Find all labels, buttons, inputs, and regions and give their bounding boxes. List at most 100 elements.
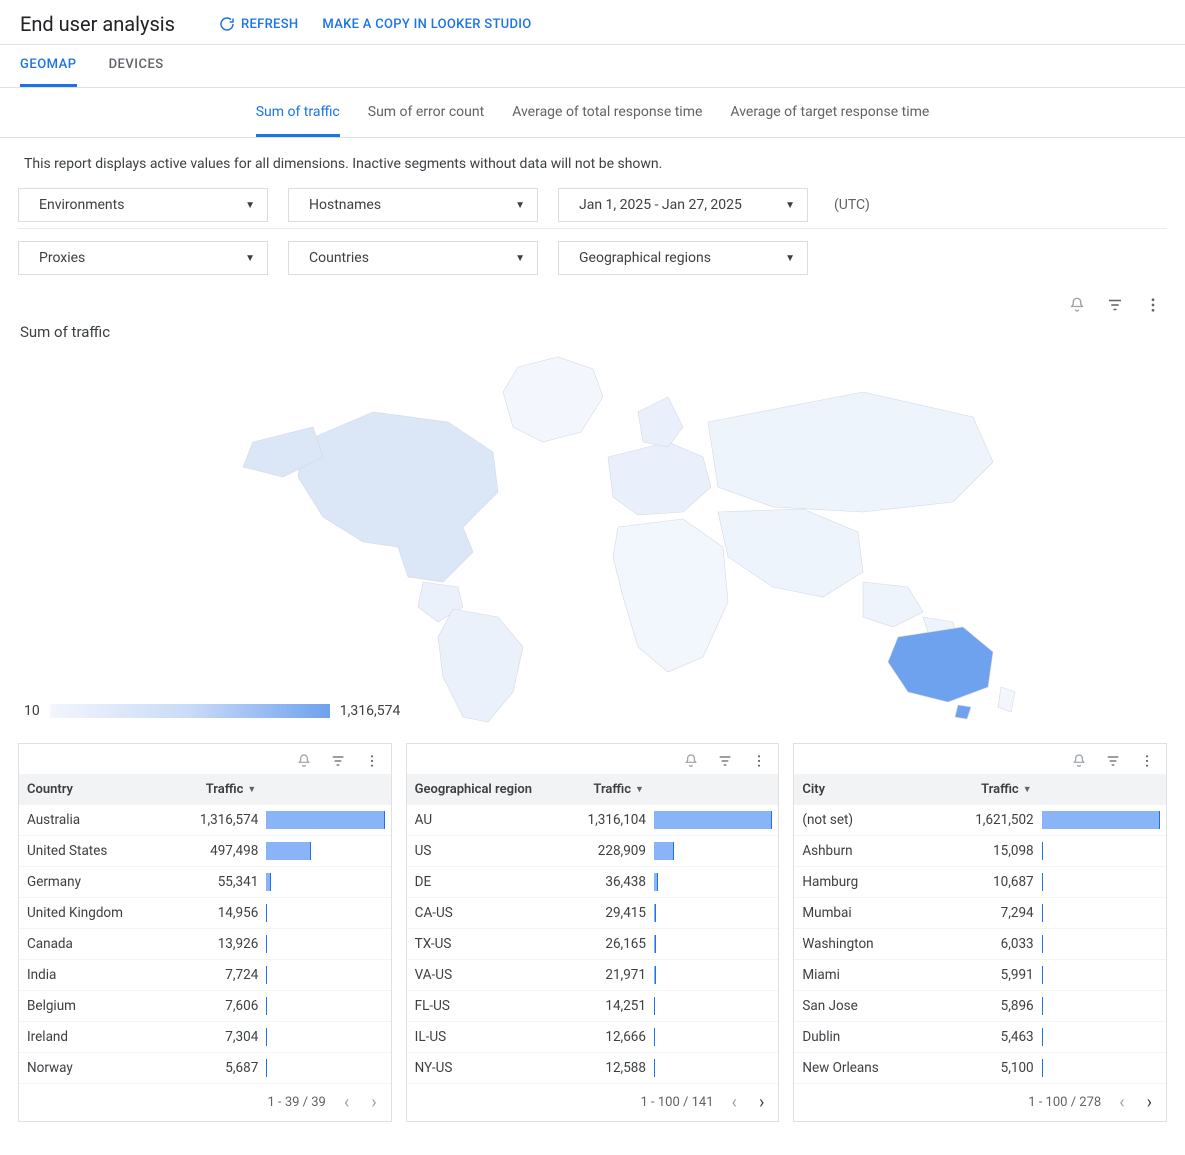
table-row[interactable]: Australia1,316,574	[19, 805, 391, 836]
column-metric[interactable]: Traffic▼	[570, 774, 652, 805]
world-map-svg	[163, 347, 1023, 727]
cell-metric: 26,165	[570, 929, 652, 959]
column-dimension[interactable]: Geographical region	[407, 774, 571, 805]
tab-devices[interactable]: DEVICES	[109, 45, 164, 87]
table-row[interactable]: New Orleans5,100	[794, 1053, 1166, 1084]
table-row[interactable]: Belgium7,606	[19, 991, 391, 1022]
filter-environments-label: Environments	[39, 197, 124, 213]
sort-desc-icon: ▼	[247, 784, 256, 795]
filter-icon[interactable]	[716, 752, 734, 770]
table-row[interactable]: Dublin5,463	[794, 1022, 1166, 1053]
pager-range: 1 - 100 / 278	[1028, 1095, 1101, 1110]
table-row[interactable]: Mumbai7,294	[794, 898, 1166, 929]
cell-bar	[652, 931, 778, 957]
table-row[interactable]: Washington6,033	[794, 929, 1166, 960]
table-row[interactable]: Hamburg10,687	[794, 867, 1166, 898]
table-row[interactable]: United Kingdom14,956	[19, 898, 391, 929]
cell-dimension: India	[19, 960, 183, 990]
more-vert-icon[interactable]	[750, 752, 768, 770]
pager-next[interactable]: ›	[1143, 1092, 1156, 1113]
report-note: This report displays active values for a…	[0, 138, 1185, 182]
looker-copy-button[interactable]: MAKE A COPY IN LOOKER STUDIO	[322, 17, 531, 32]
table-row[interactable]: San Jose5,896	[794, 991, 1166, 1022]
pager-prev[interactable]: ‹	[728, 1092, 741, 1113]
tables-row: CountryTraffic▼Australia1,316,574United …	[0, 729, 1185, 1142]
pager-next[interactable]: ›	[367, 1092, 380, 1113]
cell-bar	[264, 1055, 390, 1081]
tab-sum-errors[interactable]: Sum of error count	[368, 88, 484, 137]
filter-hostnames[interactable]: Hostnames ▼	[288, 188, 538, 222]
bell-icon[interactable]	[1070, 752, 1088, 770]
cell-metric: 14,956	[183, 898, 265, 928]
filter-daterange[interactable]: Jan 1, 2025 - Jan 27, 2025 ▼	[558, 188, 808, 222]
table-head: CityTraffic▼	[794, 774, 1166, 805]
bell-icon[interactable]	[295, 752, 313, 770]
cell-bar	[264, 838, 390, 864]
tab-avg-target-rt[interactable]: Average of target response time	[730, 88, 929, 137]
bell-icon[interactable]	[682, 752, 700, 770]
cell-bar	[652, 962, 778, 988]
cell-dimension: VA-US	[407, 960, 571, 990]
filter-icon[interactable]	[1104, 752, 1122, 770]
table-row[interactable]: US228,909	[407, 836, 779, 867]
cell-metric: 7,304	[183, 1022, 265, 1052]
tab-avg-total-rt[interactable]: Average of total response time	[512, 88, 702, 137]
tab-sum-traffic[interactable]: Sum of traffic	[256, 88, 340, 137]
cell-metric: 29,415	[570, 898, 652, 928]
table-row[interactable]: VA-US21,971	[407, 960, 779, 991]
refresh-icon	[219, 16, 235, 32]
more-vert-icon[interactable]	[1143, 295, 1163, 315]
bell-icon[interactable]	[1067, 295, 1087, 315]
chevron-down-icon: ▼	[245, 200, 255, 211]
column-metric[interactable]: Traffic▼	[183, 774, 265, 805]
cell-bar	[1040, 807, 1166, 833]
filter-icon[interactable]	[1105, 295, 1125, 315]
column-dimension[interactable]: Country	[19, 774, 183, 805]
filter-countries-label: Countries	[309, 250, 369, 266]
pager-prev[interactable]: ‹	[340, 1092, 353, 1113]
table-row[interactable]: FL-US14,251	[407, 991, 779, 1022]
table-row[interactable]: TX-US26,165	[407, 929, 779, 960]
cell-metric: 1,316,574	[183, 805, 265, 835]
refresh-button[interactable]: REFRESH	[219, 16, 298, 32]
table-row[interactable]: Canada13,926	[19, 929, 391, 960]
filter-geo-regions[interactable]: Geographical regions ▼	[558, 241, 808, 275]
chevron-down-icon: ▼	[785, 200, 795, 211]
filter-proxies[interactable]: Proxies ▼	[18, 241, 268, 275]
table-row[interactable]: India7,724	[19, 960, 391, 991]
filter-hostnames-label: Hostnames	[309, 197, 381, 213]
cell-dimension: Ashburn	[794, 836, 958, 866]
primary-tabs: GEOMAP DEVICES	[0, 45, 1185, 88]
cell-dimension: DE	[407, 867, 571, 897]
chevron-down-icon: ▼	[515, 253, 525, 264]
table-row[interactable]: IL-US12,666	[407, 1022, 779, 1053]
map-toolbar	[0, 289, 1185, 315]
more-vert-icon[interactable]	[363, 752, 381, 770]
table-row[interactable]: United States497,498	[19, 836, 391, 867]
more-vert-icon[interactable]	[1138, 752, 1156, 770]
table-row[interactable]: NY-US12,588	[407, 1053, 779, 1084]
pager-next[interactable]: ›	[755, 1092, 768, 1113]
column-dimension[interactable]: City	[794, 774, 958, 805]
geo-map[interactable]	[0, 347, 1185, 739]
tab-geomap[interactable]: GEOMAP	[20, 45, 77, 87]
filter-icon[interactable]	[329, 752, 347, 770]
pager-prev[interactable]: ‹	[1115, 1092, 1128, 1113]
column-metric[interactable]: Traffic▼	[958, 774, 1040, 805]
cell-bar	[1040, 1055, 1166, 1081]
table-row[interactable]: Miami5,991	[794, 960, 1166, 991]
cell-bar	[652, 869, 778, 895]
table-row[interactable]: Norway5,687	[19, 1053, 391, 1084]
table-row[interactable]: CA-US29,415	[407, 898, 779, 929]
filter-countries[interactable]: Countries ▼	[288, 241, 538, 275]
cell-dimension: San Jose	[794, 991, 958, 1021]
cell-bar	[652, 1055, 778, 1081]
table-row[interactable]: Ireland7,304	[19, 1022, 391, 1053]
table-row[interactable]: (not set)1,621,502	[794, 805, 1166, 836]
cell-bar	[1040, 900, 1166, 926]
table-row[interactable]: Germany55,341	[19, 867, 391, 898]
filter-environments[interactable]: Environments ▼	[18, 188, 268, 222]
table-row[interactable]: AU1,316,104	[407, 805, 779, 836]
table-row[interactable]: Ashburn15,098	[794, 836, 1166, 867]
table-row[interactable]: DE36,438	[407, 867, 779, 898]
